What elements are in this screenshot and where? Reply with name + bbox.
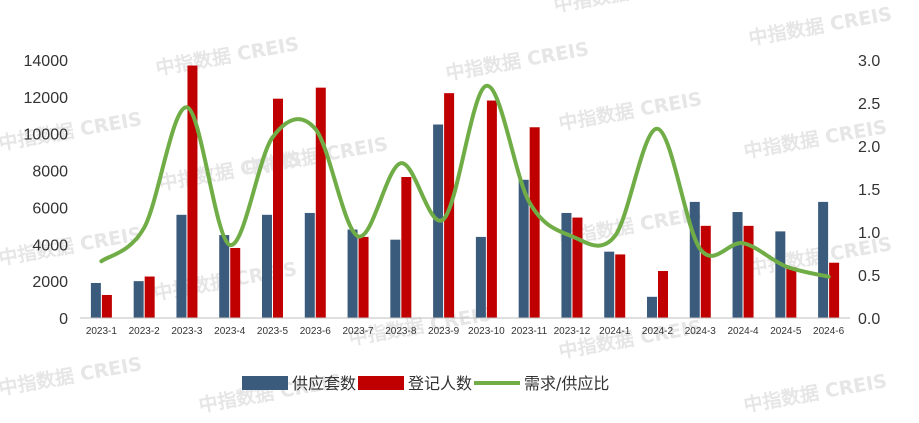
left-axis-tick-label: 8000 <box>32 164 68 181</box>
legend-label: 供应套数 <box>292 374 356 393</box>
watermark-text: 中指数据 CREIS <box>552 0 699 17</box>
x-axis-tick-label: 2024-1 <box>599 326 631 337</box>
x-axis-tick-label: 2024-4 <box>727 326 759 337</box>
supply-bar <box>732 212 743 318</box>
x-axis-tick-label: 2023-4 <box>214 326 246 337</box>
watermark-text: 中指数据 CREIS <box>0 107 144 155</box>
legend-swatch <box>358 376 404 390</box>
supply-bar <box>647 296 657 318</box>
right-axis-tick-label: 0.0 <box>858 311 880 328</box>
registration-bar <box>358 236 369 318</box>
supply-bar <box>262 214 272 318</box>
legend: 供应套数 登记人数 需求/供应比 <box>242 374 609 393</box>
supply-bar <box>219 235 230 318</box>
supply-bar <box>518 179 529 318</box>
x-axis-tick-label: 2023-12 <box>554 326 591 337</box>
right-axis-ticks: 0.0 0.5 1.0 1.5 2.0 2.5 3.0 <box>858 53 880 328</box>
x-axis-tick-label: 2023-7 <box>342 326 374 337</box>
registration-bar <box>187 65 198 319</box>
x-axis-tick-label: 2023-8 <box>385 326 417 337</box>
watermark-text: 中指数据 CREIS <box>444 37 591 85</box>
supply-bar <box>176 214 187 318</box>
registration-bar <box>144 276 155 318</box>
x-axis-tick-label: 2023-3 <box>171 326 203 337</box>
x-axis-tick-label: 2023-5 <box>257 326 289 337</box>
watermark-text: 中指数据 CREIS <box>0 352 144 400</box>
left-axis-tick-label: 0 <box>59 311 68 328</box>
x-axis-tick-label: 2024-3 <box>685 326 717 337</box>
supply-bar <box>561 212 572 318</box>
supply-bar <box>689 201 700 318</box>
registration-bar <box>615 254 626 318</box>
registration-bar <box>829 262 840 318</box>
x-axis-tick-label: 2024-2 <box>642 326 674 337</box>
registration-bar <box>529 127 540 318</box>
registration-bar <box>658 271 668 318</box>
right-axis-tick-label: 1.0 <box>858 225 880 242</box>
registration-bar <box>486 100 497 319</box>
registration-bar <box>273 98 283 318</box>
left-axis-tick-label: 14000 <box>24 53 69 70</box>
left-axis-tick-label: 6000 <box>32 200 68 217</box>
ratio-line <box>99 83 831 279</box>
right-axis-tick-label: 2.0 <box>858 139 880 156</box>
left-axis-tick-label: 12000 <box>24 90 69 107</box>
supply-bar <box>775 231 786 318</box>
registration-bar <box>401 177 412 318</box>
registration-bar <box>700 225 711 318</box>
supply-bar <box>390 239 401 318</box>
x-axis-tick-label: 2024-6 <box>813 326 845 337</box>
registration-bar <box>230 247 241 318</box>
right-axis-tick-label: 3.0 <box>858 53 880 70</box>
x-axis-tick-label: 2023-10 <box>468 326 505 337</box>
supply-bar <box>90 282 101 318</box>
watermark-text: 中指数据 CREIS <box>154 32 301 80</box>
left-axis-ticks: 0 2000 4000 6000 8000 10000 12000 14000 <box>24 53 69 328</box>
registration-bar <box>572 217 583 318</box>
ratio-line-series <box>99 83 831 279</box>
supply-bar <box>304 212 315 318</box>
registration-bar <box>786 267 797 318</box>
watermark-text: 中指数据 CREIS <box>0 222 144 270</box>
x-axis-tick-label: 2023-9 <box>428 326 460 337</box>
registration-bar <box>101 294 112 318</box>
watermark-text: 中指数据 CREIS <box>742 369 889 417</box>
supply-bar <box>604 251 615 318</box>
right-axis-tick-label: 0.5 <box>858 268 880 285</box>
left-axis-tick-label: 10000 <box>24 127 69 144</box>
right-axis-tick-label: 1.5 <box>858 182 880 199</box>
x-axis-tick-label: 2023-11 <box>511 326 547 337</box>
watermark-text: 中指数据 CREIS <box>557 315 704 363</box>
supply-bar <box>133 281 144 318</box>
x-axis-tick-label: 2023-2 <box>129 326 161 337</box>
left-axis-tick-label: 2000 <box>32 274 68 291</box>
legend-label: 登记人数 <box>408 374 472 393</box>
x-axis-tick-label: 2023-6 <box>300 326 332 337</box>
x-axis-tick-label: 2024-5 <box>770 326 802 337</box>
left-axis-tick-label: 4000 <box>32 237 68 254</box>
x-axis-tick-label: 2023-1 <box>86 326 118 337</box>
right-axis-tick-label: 2.5 <box>858 96 880 113</box>
watermark-text: 中指数据 CREIS <box>747 2 894 50</box>
supply-bar <box>818 201 829 318</box>
legend-label: 需求/供应比 <box>524 374 609 393</box>
x-axis-ticks: 2023-1 2023-2 2023-3 2023-4 2023-5 2023-6 2023… <box>86 326 845 337</box>
legend-swatch <box>242 376 288 390</box>
supply-bar <box>475 236 486 318</box>
registration-bar <box>315 87 326 319</box>
registration-bar <box>743 225 754 318</box>
supply-bar <box>347 229 358 318</box>
watermark-text: 中指数据 CREIS <box>557 87 704 135</box>
